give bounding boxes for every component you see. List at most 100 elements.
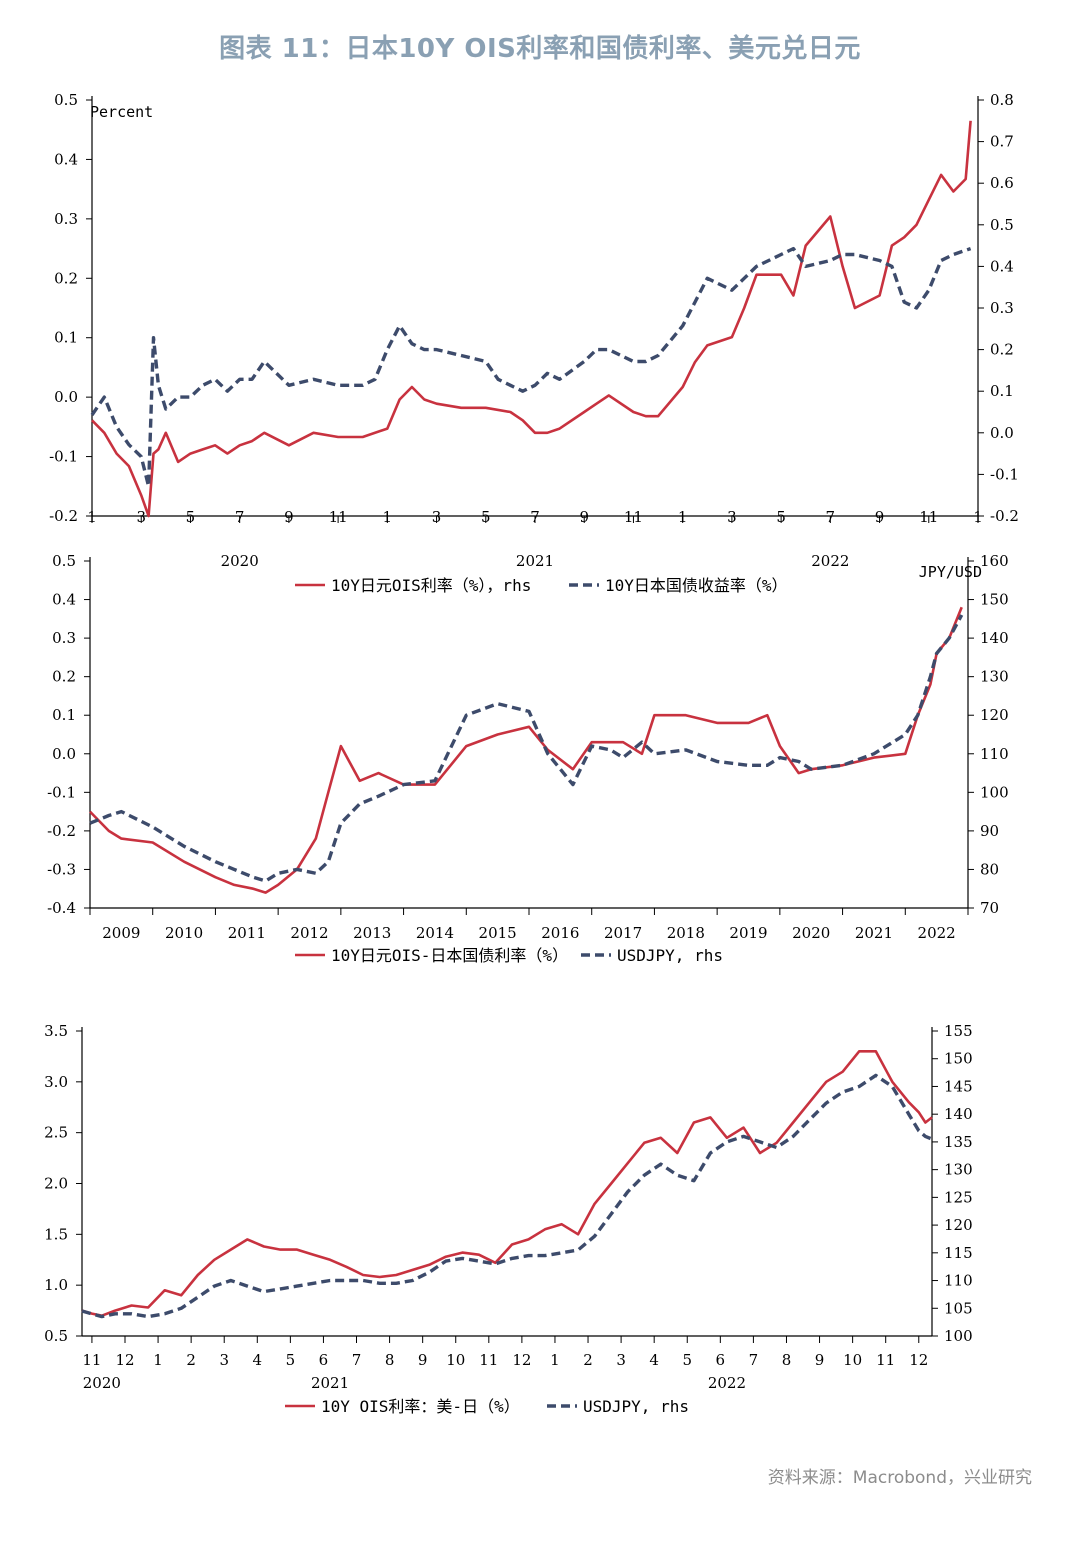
left-y-tick-label: 3.5 (44, 1022, 68, 1040)
right-y-tick-label: 0.7 (990, 133, 1014, 151)
series-line-dashed (90, 246, 972, 488)
x-tick-label: 3 (219, 1351, 229, 1369)
left-unit-label: Percent (90, 103, 153, 121)
chart-ois-jgb-spread-vs-usdjpy: 0.5 0.4 0.3 0.2 0.1 0.0 -0.1 -0.2 -0.3 -0.4 160 150… (47, 552, 1009, 965)
x-tick-label: 12 (512, 1351, 531, 1369)
x-tick-label: 2 (186, 1351, 196, 1369)
right-y-tick-label: 0.3 (990, 299, 1014, 317)
right-y-tick-label: 70 (980, 899, 999, 917)
x-tick-label: 2009 (102, 924, 140, 942)
legend-label: 10Y OIS利率：美-日（%） (321, 1397, 520, 1416)
left-y-tick-label: -0.3 (47, 860, 76, 878)
x-tick-label: 3 (136, 508, 146, 526)
right-y-tick-label: 125 (944, 1188, 973, 1206)
right-y-tick-label: 120 (980, 706, 1009, 724)
x-tick-label: 12 (115, 1351, 134, 1369)
right-y-tick-label: 100 (944, 1327, 973, 1345)
legend-label: 10Y日本国债收益率（%） (605, 576, 788, 595)
x-tick-label: 6 (319, 1351, 329, 1369)
right-y-tick-label: 120 (944, 1216, 973, 1234)
x-tick-label: 2012 (290, 924, 328, 942)
right-y-tick-label: 110 (944, 1272, 973, 1290)
x-tick-label: 7 (530, 508, 540, 526)
left-y-tick-label: 0.3 (52, 629, 76, 647)
left-y-tick-label: 0.5 (44, 1327, 68, 1345)
x-tick-label: 2020 (792, 924, 830, 942)
x-tick-label: 1 (87, 508, 97, 526)
x-tick-label: 2019 (729, 924, 767, 942)
left-y-tick-label: 0.2 (52, 668, 76, 686)
x-tick-label: 1 (973, 508, 983, 526)
legend-label: USDJPY, rhs (583, 1397, 689, 1416)
left-y-tick-label: 0.1 (52, 706, 76, 724)
figure-title: 图表 11：日本10Y OIS利率和国债利率、美元兑日元 (219, 34, 861, 64)
series-line-dashed (89, 614, 964, 883)
right-y-tick-label: 150 (944, 1050, 973, 1068)
right-y-tick-label: 130 (980, 668, 1009, 686)
x-year-label: 2020 (221, 552, 259, 570)
x-tick-label: 1 (678, 508, 688, 526)
x-tick-label: 2018 (667, 924, 705, 942)
right-y-tick-label: 130 (944, 1161, 973, 1179)
left-y-tick-label: 0.1 (54, 329, 78, 347)
x-tick-label: 2014 (416, 924, 454, 942)
x-tick-label: 4 (649, 1351, 659, 1369)
right-y-tick-label: 0.6 (990, 174, 1014, 192)
x-tick-label: 3 (616, 1351, 626, 1369)
legend-label: 10Y日元OIS利率（%），rhs (331, 576, 531, 595)
x-tick-label: 2016 (541, 924, 579, 942)
right-y-tick-label: 155 (944, 1022, 973, 1040)
chart-jpy-ois-vs-jgb: 0.5 0.4 0.3 0.2 0.1 0.0 -0.1 -0.2 0.8 0.7 0.6 0.5 0.… (49, 91, 1019, 595)
right-y-tick-label: 115 (944, 1244, 973, 1262)
x-tick-label: 10 (446, 1351, 465, 1369)
x-tick-label: 11 (329, 508, 348, 526)
right-y-tick-label: -0.2 (990, 507, 1019, 525)
x-tick-label: 1 (550, 1351, 560, 1369)
legend-label: USDJPY, rhs (617, 946, 723, 965)
x-year-label: 2021 (516, 552, 554, 570)
x-tick-label: 2015 (479, 924, 517, 942)
x-tick-label: 5 (776, 508, 786, 526)
x-year-label: 2022 (708, 1374, 746, 1392)
left-y-tick-label: 0.5 (52, 552, 76, 570)
x-tick-label: 11 (919, 508, 938, 526)
x-tick-label: 12 (909, 1351, 928, 1369)
left-y-tick-label: -0.1 (47, 783, 76, 801)
right-y-tick-label: 0.5 (990, 216, 1014, 234)
left-y-tick-label: -0.2 (49, 507, 78, 525)
left-y-tick-label: 3.0 (44, 1073, 68, 1091)
x-tick-label: 1 (383, 508, 393, 526)
right-y-tick-label: 140 (944, 1105, 973, 1123)
x-tick-label: 11 (479, 1351, 498, 1369)
x-tick-label: 9 (875, 508, 885, 526)
x-tick-label: 7 (826, 508, 836, 526)
x-tick-label: 2017 (604, 924, 642, 942)
right-y-tick-label: 80 (980, 860, 999, 878)
x-year-label: 2021 (311, 1374, 349, 1392)
x-tick-label: 9 (815, 1351, 825, 1369)
x-tick-label: 11 (876, 1351, 895, 1369)
x-tick-label: 3 (727, 508, 737, 526)
right-y-tick-label: 0.8 (990, 91, 1014, 109)
series-line-solid (89, 606, 963, 894)
x-tick-label: 5 (186, 508, 196, 526)
left-y-tick-label: 1.0 (44, 1276, 68, 1294)
x-tick-label: 6 (716, 1351, 726, 1369)
x-tick-label: 5 (286, 1351, 296, 1369)
x-tick-label: 5 (682, 1351, 692, 1369)
series-line-solid (81, 1049, 933, 1318)
left-y-tick-label: 0.2 (54, 269, 78, 287)
left-y-tick-label: 2.5 (44, 1124, 68, 1142)
x-tick-label: 2011 (228, 924, 266, 942)
right-y-tick-label: 0.1 (990, 382, 1014, 400)
x-year-label: 2020 (83, 1374, 121, 1392)
left-y-tick-label: 0.4 (54, 150, 78, 168)
right-y-tick-label: -0.1 (990, 465, 1019, 483)
right-y-tick-label: 0.2 (990, 341, 1014, 359)
right-y-tick-label: 0.0 (990, 424, 1014, 442)
x-tick-label: 7 (749, 1351, 759, 1369)
x-tick-label: 7 (235, 508, 245, 526)
x-tick-label: 3 (432, 508, 442, 526)
right-y-tick-label: 0.4 (990, 257, 1014, 275)
left-y-tick-label: -0.1 (49, 448, 78, 466)
